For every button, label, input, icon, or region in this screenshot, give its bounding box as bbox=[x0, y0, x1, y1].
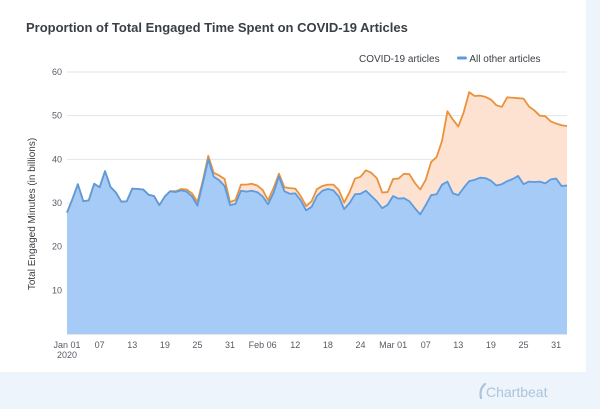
x-tick-label: 31 bbox=[225, 340, 235, 350]
legend[interactable]: COVID-19 articles All other articles bbox=[359, 54, 541, 65]
x-tick-label: 25 bbox=[192, 340, 202, 350]
x-tick-label: 25 bbox=[519, 340, 529, 350]
x-tick-label: 07 bbox=[421, 340, 431, 350]
y-tick-label: 10 bbox=[52, 285, 62, 295]
brand-logo: Chartbeat bbox=[486, 384, 548, 400]
chart-title: Proportion of Total Engaged Time Spent o… bbox=[26, 20, 408, 35]
x-tick-label: 31 bbox=[551, 340, 561, 350]
legend-item[interactable]: All other articles bbox=[456, 54, 541, 65]
x-tick-label: Feb 06 bbox=[249, 340, 277, 350]
x-tick-year-label: 2020 bbox=[57, 350, 77, 360]
y-tick-label: 30 bbox=[52, 198, 62, 208]
x-tick-label: 19 bbox=[486, 340, 496, 350]
legend-label: COVID-19 articles bbox=[359, 54, 440, 65]
x-tick-label: 12 bbox=[290, 340, 300, 350]
y-tick-label: 20 bbox=[52, 242, 62, 252]
x-tick-label: 13 bbox=[127, 340, 137, 350]
x-tick-label: 13 bbox=[453, 340, 463, 350]
x-tick-label: 07 bbox=[95, 340, 105, 350]
y-axis: 10 20 30 40 50 60 bbox=[52, 67, 62, 295]
y-tick-label: 60 bbox=[52, 67, 62, 77]
x-tick-label: Jan 01 bbox=[53, 340, 80, 350]
y-axis-title: Total Engaged Minutes (in billions) bbox=[27, 138, 38, 290]
legend-label: All other articles bbox=[469, 54, 540, 65]
chart-card: Proportion of Total Engaged Time Spent o… bbox=[0, 0, 586, 372]
y-tick-label: 50 bbox=[52, 111, 62, 121]
y-tick-label: 40 bbox=[52, 154, 62, 164]
legend-item[interactable]: COVID-19 articles bbox=[359, 54, 440, 65]
other-articles-line bbox=[66, 158, 568, 216]
other-articles-area bbox=[67, 159, 567, 334]
chartbeat-swoosh-icon bbox=[479, 383, 486, 399]
x-tick-label: Mar 01 bbox=[379, 340, 407, 350]
x-tick-label: 24 bbox=[355, 340, 365, 350]
x-tick-label: 19 bbox=[160, 340, 170, 350]
series-areas bbox=[66, 91, 568, 334]
x-tick-label: 18 bbox=[323, 340, 333, 350]
